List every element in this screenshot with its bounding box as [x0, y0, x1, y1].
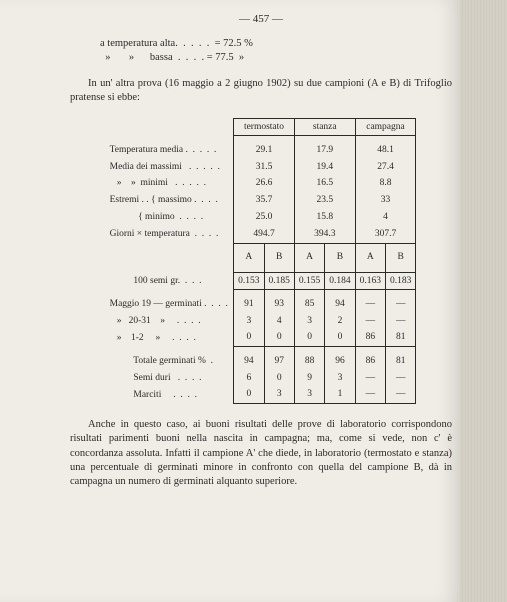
table-row: Marciti . . . . 0 3 3 1 — — [106, 386, 416, 403]
sub-header-row: A B A B A B [106, 249, 416, 266]
temp-low-line: » » bassa . . . . = 77.5 » [100, 51, 452, 65]
temperature-summary: a temperatura alta. . . . . = 72.5 % » »… [100, 37, 452, 65]
table-row: Giorni × temperatura . . . . 494.7 394.3… [106, 226, 416, 243]
table-row: 100 semi gr. . . . 0.153 0.185 0.155 0.1… [106, 272, 416, 290]
table-row: Media dei massimi . . . . . 31.5 19.4 27… [106, 159, 416, 176]
header-campagna: campagna [355, 118, 416, 136]
header-stanza: stanza [294, 118, 355, 136]
page-number: — 457 — [70, 12, 452, 27]
table-row: Estremi . . { massimo . . . . 35.7 23.5 … [106, 192, 416, 209]
table-row: Totale germinati % . 94 97 88 96 86 81 [106, 353, 416, 370]
intro-paragraph: In un' altra prova (16 maggio a 2 giugno… [70, 77, 452, 105]
table-row: » 1-2 » . . . . 0 0 0 0 86 81 [106, 329, 416, 346]
page-content: — 457 — a temperatura alta. . . . . = 72… [0, 0, 507, 512]
table-row: » » minimi . . . . . 26.6 16.5 8.8 [106, 175, 416, 192]
table-row: Temperatura media . . . . . 29.1 17.9 48… [106, 142, 416, 159]
data-table: termostato stanza campagna Temperatura m… [106, 118, 417, 405]
closing-paragraph: Anche in questo caso, ai buoni risultati… [70, 418, 452, 489]
temp-high-line: a temperatura alta. . . . . = 72.5 % [100, 37, 452, 51]
header-termostato: termostato [234, 118, 295, 136]
table-row: » 20-31 » . . . . 3 4 3 2 — — [106, 313, 416, 330]
table-row: Semi duri . . . . 6 0 9 3 — — [106, 370, 416, 387]
table-row: { minimo . . . . 25.0 15.8 4 [106, 209, 416, 226]
table-row: Maggio 19 — germinati . . . . 91 93 85 9… [106, 296, 416, 313]
